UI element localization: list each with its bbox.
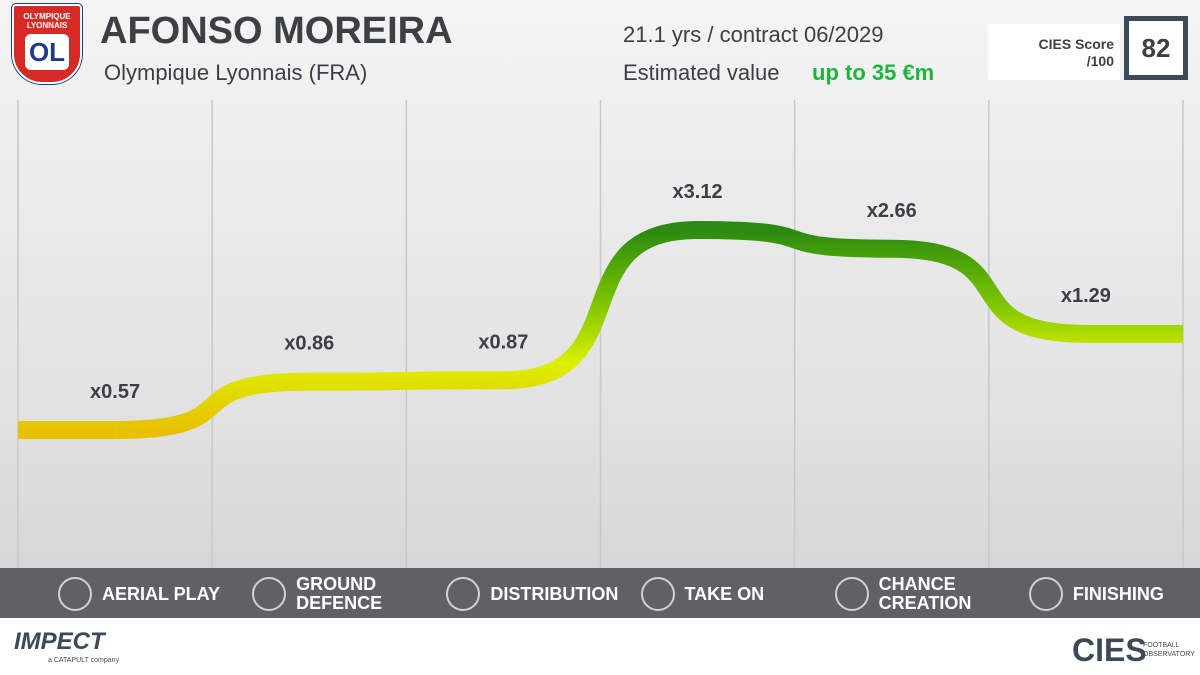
category-label: TAKE ON bbox=[684, 583, 765, 604]
value-label: x0.87 bbox=[478, 331, 528, 353]
value-label: Estimated value bbox=[623, 60, 780, 85]
value-label: x0.57 bbox=[90, 381, 140, 403]
score-max: /100 bbox=[1086, 53, 1114, 69]
footer-sub-left: a CATAPULT company bbox=[48, 657, 120, 664]
category: AERIAL PLAY bbox=[58, 574, 220, 614]
value-label: x0.86 bbox=[284, 333, 334, 355]
category: CHANCE CREATION bbox=[834, 574, 1009, 614]
value: up to 35 €m bbox=[812, 60, 935, 85]
footer-brand-left: IMPECT bbox=[14, 628, 105, 655]
score-label: CIES Score bbox=[1038, 36, 1114, 52]
value-label: x2.66 bbox=[867, 200, 917, 222]
category-icon bbox=[834, 577, 869, 611]
chart: x0.57 x0.86 x0.87 x3.12 x2.66 x1.29 bbox=[17, 100, 1184, 568]
club-name: Olympique Lyonnais (FRA) bbox=[104, 60, 368, 85]
category-icon bbox=[1028, 577, 1063, 611]
category-label: CHANCE CREATION bbox=[878, 574, 972, 613]
score-label-box: CIES Score /100 bbox=[1000, 36, 1114, 70]
category-label: FINISHING bbox=[1072, 583, 1164, 604]
category-icon bbox=[446, 577, 481, 611]
score: 82 bbox=[1124, 16, 1188, 80]
category-bar: AERIAL PLAY GROUND DEFENCE DISTRIBUTION TAK… bbox=[0, 568, 1200, 618]
score-box bbox=[988, 24, 1120, 80]
age-contract: 21.1 yrs / contract 06/2029 bbox=[623, 22, 884, 47]
value-line bbox=[115, 220, 1086, 439]
category-icon bbox=[58, 577, 92, 611]
club-logo: OLYMPIQUE LYONNAIS OL bbox=[12, 4, 82, 84]
category: TAKE ON bbox=[640, 574, 765, 614]
player-name: AFONSO MOREIRA bbox=[100, 10, 453, 52]
category-label: AERIAL PLAY bbox=[102, 583, 221, 604]
category: FINISHING bbox=[1028, 574, 1164, 614]
category: GROUND DEFENCE bbox=[252, 574, 426, 614]
value-label: x1.29 bbox=[1061, 285, 1111, 307]
footer-sub-right: FOOTBALL OBSERVATORY bbox=[1143, 642, 1195, 658]
value-label: x3.12 bbox=[673, 181, 723, 203]
footer-brand-right: CIES bbox=[1072, 632, 1147, 668]
logo-text: OLYMPIQUE LYONNAIS bbox=[23, 12, 71, 30]
category-label: GROUND DEFENCE bbox=[296, 574, 383, 613]
logo-mark: OL bbox=[25, 34, 69, 70]
category-icon bbox=[252, 577, 287, 611]
category: DISTRIBUTION bbox=[446, 574, 618, 614]
category-label: DISTRIBUTION bbox=[490, 583, 619, 604]
category-icon bbox=[640, 577, 675, 611]
